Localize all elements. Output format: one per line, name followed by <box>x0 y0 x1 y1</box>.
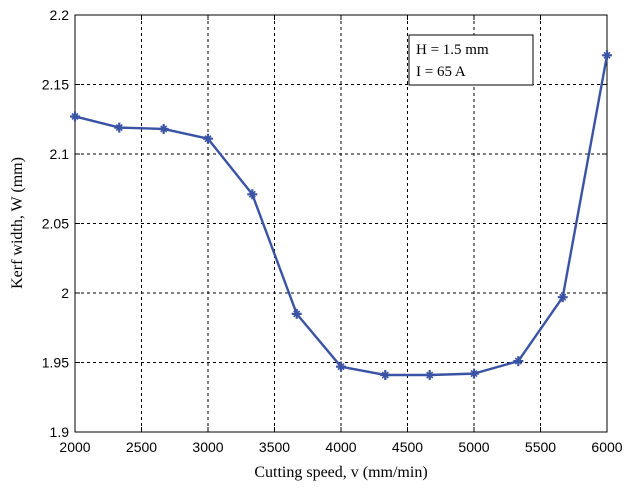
data-point-marker <box>203 133 213 144</box>
y-tick-label: 2.15 <box>42 77 69 93</box>
annotation-line-1: H = 1.5 mm <box>416 42 489 58</box>
marker-center <box>560 294 565 300</box>
x-tick-labels: 2000 2500 3000 3500 4000 4500 5000 5500 6000 <box>59 439 622 455</box>
y-tick-labels: 1.9 1.95 2 2.05 2.1 2.15 2.2 <box>42 7 69 440</box>
y-tick-label: 1.9 <box>50 424 70 440</box>
data-point-marker <box>469 368 479 379</box>
marker-center <box>427 372 432 378</box>
ticks <box>74 14 608 433</box>
marker-center <box>205 136 211 141</box>
marker-center <box>294 311 299 317</box>
y-axis-title: Kerf width, W (mm) <box>9 157 26 289</box>
annotation-box: H = 1.5 mm I = 65 A <box>408 34 534 86</box>
series <box>70 50 612 381</box>
marker-center <box>161 126 166 132</box>
data-point-marker <box>114 122 125 133</box>
x-axis-title: Cutting speed, v (mm/min) <box>254 464 427 481</box>
y-tick-label: 2 <box>61 285 69 301</box>
marker-center <box>117 125 122 130</box>
y-tick-label: 2.1 <box>50 146 70 162</box>
marker-center <box>72 114 78 119</box>
data-point-marker <box>291 308 302 319</box>
data-point-marker <box>424 370 435 381</box>
data-point-marker <box>247 189 258 200</box>
data-point-marker <box>158 123 169 134</box>
annotation-frame <box>408 34 534 86</box>
x-tick-label: 6000 <box>591 439 622 455</box>
marker-center <box>471 371 477 376</box>
data-point-marker <box>602 50 612 61</box>
data-point-marker <box>336 361 346 372</box>
marker-center <box>604 53 610 58</box>
data-point-marker <box>557 292 568 303</box>
annotation-line-2: I = 65 A <box>416 64 466 80</box>
x-tick-label: 5500 <box>525 439 556 455</box>
marker-center <box>338 364 344 369</box>
marker-center <box>250 192 255 197</box>
data-point-marker <box>513 356 524 367</box>
x-tick-label: 4500 <box>392 439 423 455</box>
x-tick-label: 5000 <box>458 439 489 455</box>
x-tick-label: 4000 <box>325 439 356 455</box>
marker-center <box>516 358 521 364</box>
x-tick-label: 2000 <box>59 439 90 455</box>
marker-center <box>383 372 388 378</box>
x-tick-label: 3000 <box>192 439 223 455</box>
y-tick-label: 2.05 <box>42 216 69 232</box>
x-tick-label: 2500 <box>126 439 157 455</box>
y-tick-label: 1.95 <box>42 355 69 371</box>
data-point-marker <box>380 370 391 381</box>
data-point-marker <box>70 111 80 122</box>
y-tick-label: 2.2 <box>50 7 70 23</box>
x-tick-label: 3500 <box>259 439 290 455</box>
